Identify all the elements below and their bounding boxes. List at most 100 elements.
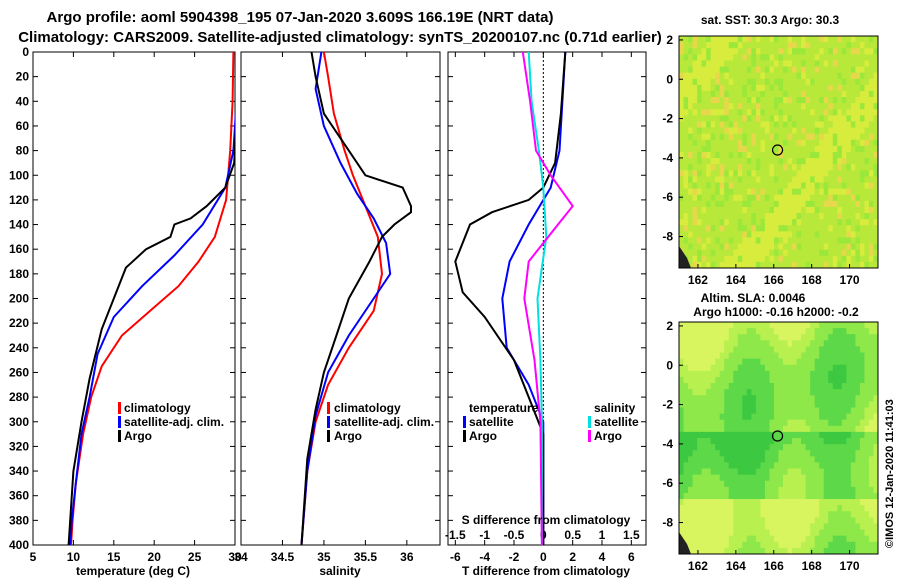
map-cell: [805, 370, 811, 378]
map-cell: [769, 219, 775, 226]
map-cell: [773, 36, 779, 43]
sst-map-title: sat. SST: 30.3 Argo: 30.3: [701, 13, 840, 27]
map-cell: [783, 152, 788, 159]
map-cell: [742, 352, 748, 360]
map-cell: [801, 486, 807, 494]
map-cell: [679, 468, 684, 476]
map-cell: [706, 206, 712, 214]
map-cell: [715, 194, 721, 202]
map-cell: [710, 511, 716, 518]
map-cell: [823, 480, 829, 488]
map-cell: [769, 541, 775, 549]
map-cell: [868, 194, 874, 202]
map-cell: [733, 438, 739, 445]
map-cell: [850, 499, 856, 506]
map-cell: [819, 90, 825, 98]
map-cell: [859, 499, 865, 506]
map-cell: [773, 499, 779, 506]
map-cell: [810, 42, 816, 49]
map-cell: [832, 358, 838, 366]
map-cell: [859, 139, 865, 147]
map-cell: [868, 383, 874, 390]
map-cell: [724, 535, 730, 543]
map-cell: [801, 72, 807, 80]
map-cell: [724, 413, 730, 421]
map-cell: [868, 206, 874, 214]
legend-label-t-argo: Argo: [469, 429, 497, 443]
map-cell: [868, 340, 874, 347]
map-cell: [873, 152, 879, 159]
map-cell: [755, 413, 761, 421]
map-cell: [814, 541, 820, 549]
map-cell: [846, 376, 852, 384]
map-cell: [823, 431, 829, 439]
map-cell: [719, 152, 725, 159]
map-cell: [796, 456, 802, 463]
map-cell: [683, 133, 689, 141]
map-cell: [742, 370, 748, 378]
map-cell: [837, 419, 843, 427]
map-cell: [688, 127, 693, 135]
map-cell: [755, 419, 761, 427]
map-cell: [737, 243, 743, 251]
map-cell: [751, 389, 757, 396]
map-cell: [864, 450, 870, 457]
map-cell: [742, 164, 748, 171]
map-cell: [710, 328, 716, 335]
map-cell: [828, 340, 834, 347]
map-cell: [823, 170, 829, 177]
map-cell: [778, 547, 784, 555]
map-cell: [814, 425, 820, 433]
argo-position-marker: [771, 430, 784, 442]
map-cell: [841, 103, 847, 110]
map-cell: [864, 346, 870, 353]
map-cell: [760, 176, 766, 183]
map-cell: [796, 78, 802, 86]
map-cell: [760, 164, 766, 171]
map-cell: [855, 444, 861, 451]
map-cell: [873, 370, 879, 378]
map-cell: [855, 90, 861, 98]
map-cell: [737, 158, 743, 165]
map-cell: [683, 352, 689, 360]
map-cell: [728, 261, 734, 269]
map-cell: [859, 505, 865, 512]
map-cell: [688, 462, 693, 469]
map-cell: [801, 517, 807, 524]
map-cell: [873, 90, 879, 98]
map-cell: [868, 328, 874, 335]
map-cell: [859, 72, 865, 80]
map-cell: [755, 450, 761, 457]
map-cell: [819, 328, 825, 335]
map-cell: [855, 225, 861, 232]
map-cell: [810, 200, 816, 208]
map-cell: [688, 219, 693, 226]
map-cell: [846, 249, 852, 257]
map-cell: [692, 115, 698, 122]
map-cell: [859, 352, 865, 360]
map-cell: [715, 237, 721, 244]
map-cell: [737, 213, 743, 220]
map-cell: [783, 115, 788, 122]
map-cell: [859, 328, 865, 335]
map-cell: [728, 231, 734, 238]
map-cell: [692, 103, 698, 110]
map-x-tick-label: 166: [764, 559, 784, 573]
map-cell: [719, 364, 725, 372]
map-cell: [710, 145, 716, 153]
map-cell: [751, 499, 757, 506]
map-cell: [719, 492, 725, 500]
map-cell: [810, 364, 816, 372]
map-cell: [764, 48, 770, 55]
map-cell: [733, 517, 739, 524]
map-cell: [728, 237, 734, 244]
map-cell: [724, 376, 730, 384]
map-cell: [868, 243, 874, 251]
map-cell: [688, 505, 693, 512]
map-cell: [787, 127, 793, 135]
map-cell: [823, 255, 829, 263]
map-cell: [864, 145, 870, 153]
map-cell: [783, 133, 788, 141]
map-cell: [733, 237, 739, 244]
map-cell: [724, 237, 730, 244]
